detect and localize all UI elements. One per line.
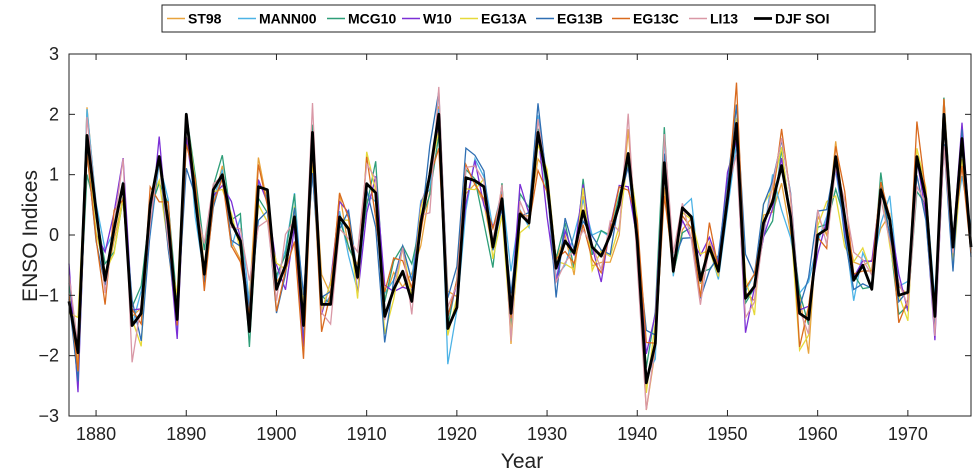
x-tick-label: 1900 — [256, 424, 296, 444]
legend-label-li13: LI13 — [710, 11, 738, 27]
y-tick-label: −3 — [38, 406, 59, 426]
legend-label-w10: W10 — [423, 11, 452, 27]
legend-label-djf-soi: DJF SOI — [775, 11, 829, 27]
series-line-w10 — [68, 122, 972, 393]
y-tick-label: 1 — [49, 165, 59, 185]
legend-label-eg13a: EG13A — [481, 11, 527, 27]
legend-label-mcg10: MCG10 — [348, 11, 396, 27]
x-tick-label: 1940 — [617, 424, 657, 444]
legend-label-mann00: MANN00 — [259, 11, 317, 27]
series-line-eg13a — [68, 99, 972, 393]
x-tick-label: 1960 — [798, 424, 838, 444]
x-tick-label: 1890 — [166, 424, 206, 444]
series-line-djf-soi — [67, 112, 973, 385]
legend-label-eg13c: EG13C — [633, 11, 679, 27]
y-tick-label: −2 — [38, 346, 59, 366]
legend-label-eg13b: EG13B — [557, 11, 603, 27]
y-axis-label: ENSO Indices — [19, 170, 42, 302]
x-tick-label: 1880 — [76, 424, 116, 444]
y-tick-label: −1 — [38, 285, 59, 305]
x-tick-label: 1950 — [707, 424, 747, 444]
x-tick-label: 1910 — [347, 424, 387, 444]
series-line-mcg10 — [68, 97, 972, 368]
x-ticks: 1880 1890 1900 1910 1920 1930 1940 1950 1960 1970 — [76, 54, 928, 444]
series-line-st98 — [68, 98, 972, 411]
legend: ST98 MANN00 MCG10 W10 EG13A EG13B EG13C LI13 DJF… — [161, 4, 876, 33]
x-tick-label: 1970 — [888, 424, 928, 444]
legend-label-st98: ST98 — [188, 11, 222, 27]
y-ticks: 3 2 1 0 −1 −2 −3 — [38, 44, 971, 426]
x-tick-label: 1930 — [527, 424, 567, 444]
plot-lines — [67, 82, 973, 411]
y-tick-label: 2 — [49, 104, 59, 124]
y-tick-label: 3 — [49, 44, 59, 64]
y-tick-label: 0 — [49, 225, 59, 245]
x-axis-label: Year — [501, 450, 543, 473]
x-tick-label: 1920 — [437, 424, 477, 444]
